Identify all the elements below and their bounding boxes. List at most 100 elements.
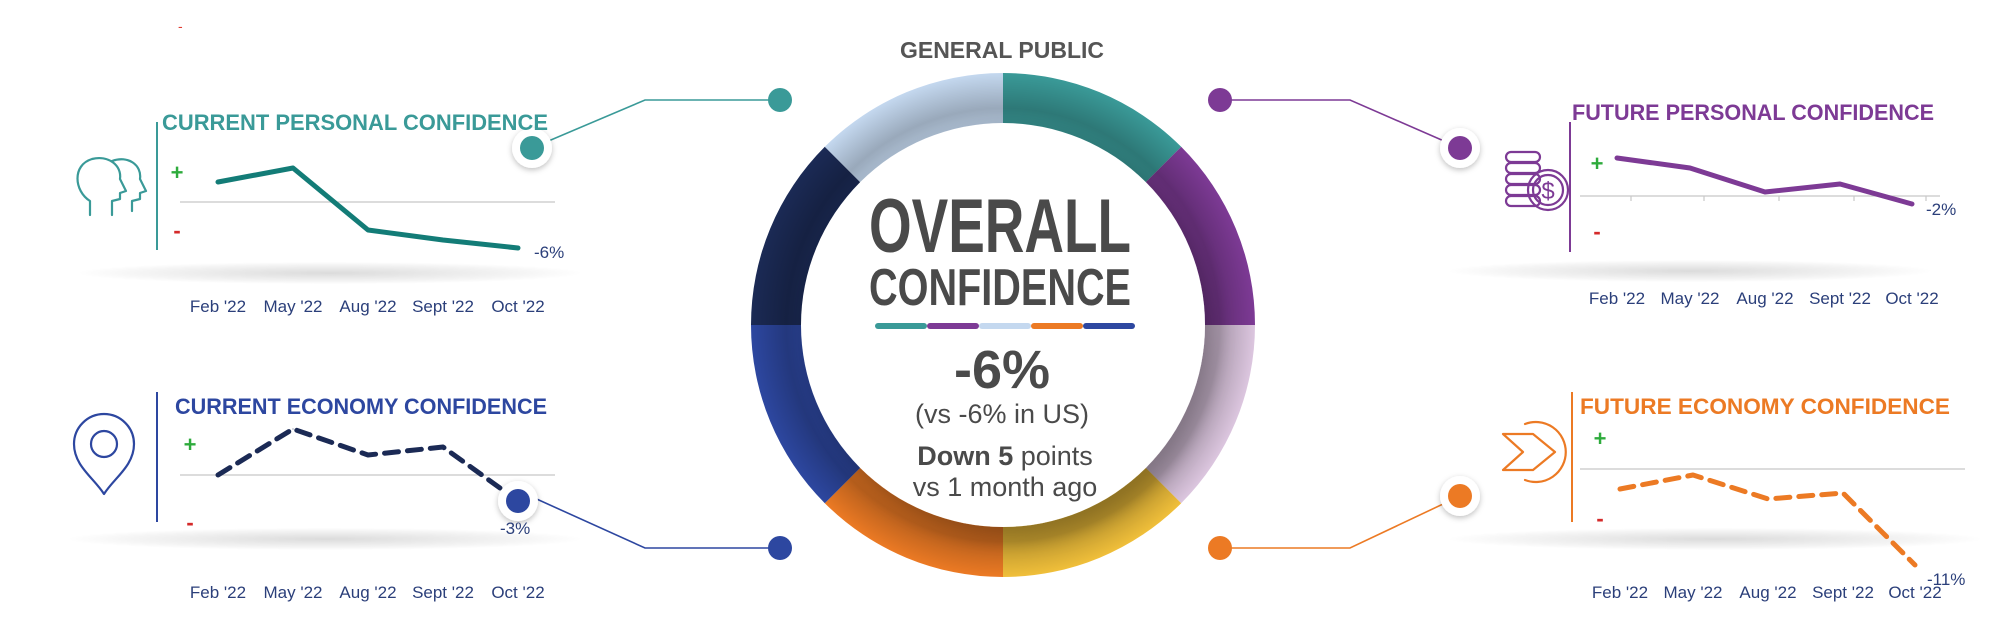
- connector-line: [1220, 99, 1461, 149]
- color-bar-purple: [927, 323, 979, 329]
- location-pin-icon: [72, 412, 136, 496]
- card-shadow-current-personal: [80, 262, 580, 284]
- plus-sign: +: [1591, 151, 1604, 176]
- color-bar-lightBlue: [979, 323, 1031, 329]
- card-shadow-current-economy: [70, 528, 580, 550]
- data-point: [1839, 183, 1841, 185]
- x-tick-label: May '22: [1661, 289, 1720, 308]
- panels: CURRENT PERSONAL CONFIDENCE + - -6% Feb '22 M…: [72, 88, 1965, 602]
- x-tick-label: Feb '22: [1589, 289, 1645, 308]
- connector-line: [531, 99, 780, 149]
- panel-title: CURRENT PERSONAL CONFIDENCE: [162, 110, 548, 135]
- data-point: [1764, 191, 1766, 193]
- data-point: [442, 446, 444, 448]
- panel-title: FUTURE ECONOMY CONFIDENCE: [1580, 394, 1950, 419]
- panel-title: FUTURE PERSONAL CONFIDENCE: [1572, 100, 1934, 125]
- card-shadow-future-economy: [1450, 528, 1980, 550]
- data-point: [517, 247, 519, 249]
- x-tick-label: Aug '22: [1736, 289, 1793, 308]
- color-legend-bar: [875, 323, 1135, 329]
- change-line-2: vs 1 month ago: [913, 472, 1098, 502]
- color-bar-teal: [875, 323, 927, 329]
- overall-value: -6%: [954, 340, 1050, 400]
- x-tick-label: Sept '22: [412, 583, 474, 602]
- data-point: [1842, 492, 1844, 494]
- x-tick-label: Feb '22: [190, 583, 246, 602]
- end-value-label: -2%: [1926, 200, 1956, 219]
- change-rest: points: [1013, 441, 1093, 471]
- connector-dot: [768, 88, 792, 112]
- x-tick-label: Oct '22: [491, 583, 544, 602]
- end-value-label: -11%: [1927, 570, 1965, 589]
- plus-sign: +: [171, 160, 184, 185]
- x-tick-label: Oct '22: [491, 297, 544, 316]
- data-point: [292, 167, 294, 169]
- data-point: [367, 229, 369, 231]
- data-point: [1692, 474, 1694, 476]
- data-point: [292, 428, 294, 430]
- series-line: [1614, 155, 1915, 207]
- data-point: [1619, 488, 1621, 490]
- data-point: [217, 181, 219, 183]
- connector-dot: [1208, 88, 1232, 112]
- plus-sign: +: [184, 432, 197, 457]
- data-point: [442, 239, 444, 241]
- end-value-label: -6%: [534, 243, 564, 262]
- data-point: [1911, 203, 1913, 205]
- dollar-glyph: $: [1541, 178, 1554, 205]
- panel-future-economy-confidence: FUTURE ECONOMY CONFIDENCE + - -11% Feb '22 Ma…: [1208, 392, 1965, 602]
- x-tick-label: Feb '22: [1592, 583, 1648, 602]
- minus-sign: -: [186, 510, 193, 535]
- confidence-word: CONFIDENCE: [869, 259, 1131, 317]
- connector-end-dot: [520, 136, 544, 160]
- coins-icon: $: [1504, 150, 1570, 212]
- connector-dot: [768, 536, 792, 560]
- panel-title: CURRENT ECONOMY CONFIDENCE: [175, 394, 547, 419]
- plus-sign: +: [1594, 426, 1607, 451]
- change-bold: Down 5: [917, 441, 1013, 471]
- overall-word: OVERALL: [869, 184, 1131, 269]
- connector-line: [529, 495, 780, 549]
- x-tick-label: Aug '22: [339, 583, 396, 602]
- x-tick-label: Sept '22: [1809, 289, 1871, 308]
- x-tick-label: Sept '22: [412, 297, 474, 316]
- color-bar-orange: [1031, 323, 1083, 329]
- panel-current-personal-confidence: CURRENT PERSONAL CONFIDENCE + - -6% Feb '22 M…: [76, 88, 792, 316]
- series-line: [215, 165, 521, 251]
- arrow-forward-icon: [1501, 420, 1567, 484]
- data-point: [217, 474, 219, 476]
- x-tick-label: May '22: [264, 297, 323, 316]
- two-heads-icon: [76, 157, 148, 217]
- change-line-1: Down 5 points: [917, 441, 1093, 471]
- connector-dot: [1208, 536, 1232, 560]
- x-tick-label: Oct '22: [1885, 289, 1938, 308]
- minus-sign: -: [173, 218, 180, 243]
- x-tick-label: Aug '22: [1739, 583, 1796, 602]
- end-marker-dot: [506, 489, 530, 513]
- x-tick-label: May '22: [1664, 583, 1723, 602]
- x-tick-label: Oct '22: [1888, 583, 1941, 602]
- x-tick-label: Aug '22: [339, 297, 396, 316]
- data-point: [1616, 157, 1618, 159]
- series-line: [215, 426, 521, 504]
- x-tick-label: Sept '22: [1812, 583, 1874, 602]
- card-shadow-future-personal: [1450, 260, 1930, 282]
- connector-end-dot: [1448, 484, 1472, 508]
- stray-mark: -: [178, 18, 183, 34]
- series-line: [1617, 472, 1918, 568]
- connector-end-dot: [1448, 136, 1472, 160]
- connector-line: [1220, 495, 1461, 549]
- end-value-label: -3%: [500, 519, 530, 538]
- panel-current-economy-confidence: CURRENT ECONOMY CONFIDENCE + - -3% Feb '22 Ma…: [72, 392, 792, 602]
- x-tick-label: Feb '22: [190, 297, 246, 316]
- data-point: [1767, 498, 1769, 500]
- minus-sign: -: [1593, 219, 1600, 244]
- x-tick-label: May '22: [264, 583, 323, 602]
- data-point: [367, 454, 369, 456]
- data-point: [1914, 564, 1916, 566]
- panel-future-personal-confidence: FUTURE PERSONAL CONFIDENCE $ + - -2% Feb '22 M…: [1208, 88, 1956, 308]
- minus-sign: -: [1596, 506, 1603, 531]
- us-comparison: (vs -6% in US): [915, 399, 1089, 429]
- general-public-title: GENERAL PUBLIC: [900, 37, 1104, 63]
